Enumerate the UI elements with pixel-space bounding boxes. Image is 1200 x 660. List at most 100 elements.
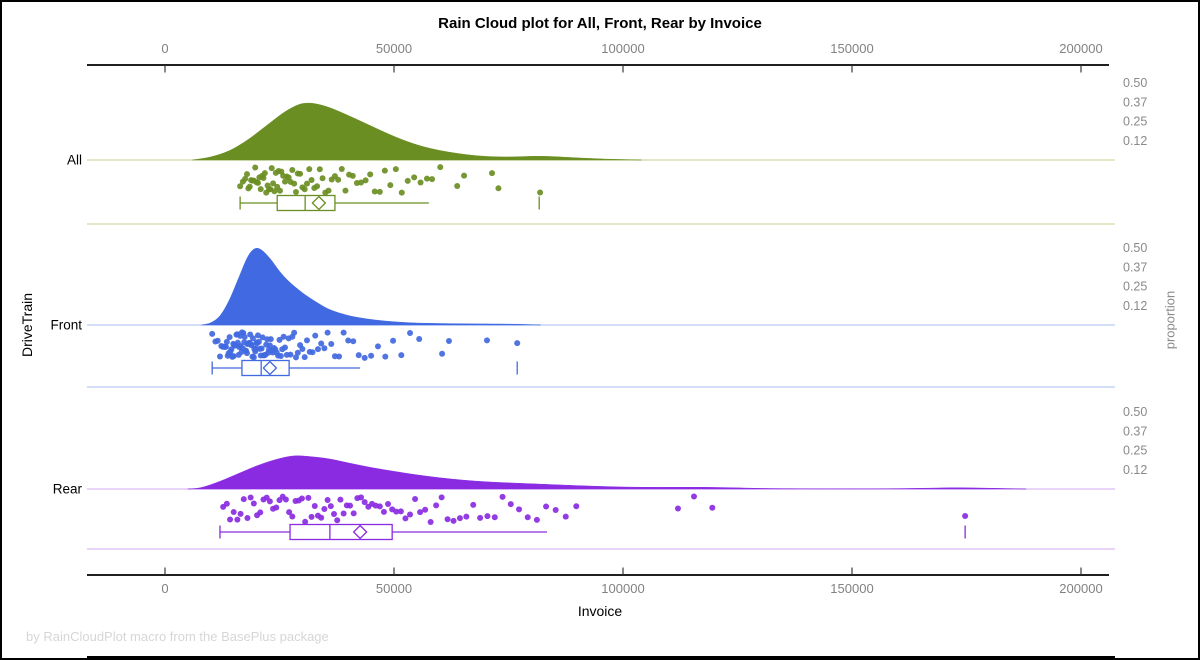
rain-point xyxy=(318,514,325,521)
chart-title: Rain Cloud plot for All, Front, Rear by … xyxy=(438,15,762,32)
rain-point xyxy=(445,337,452,344)
rain-point xyxy=(489,170,496,177)
rain-point xyxy=(321,345,328,352)
rain-point xyxy=(314,183,321,190)
rain-point xyxy=(230,353,237,360)
rain-point xyxy=(537,189,544,196)
rain-point xyxy=(416,335,423,342)
rain-point xyxy=(301,354,308,361)
proportion-tick-label: 0.25 xyxy=(1123,280,1147,294)
rain-point xyxy=(298,495,305,502)
mean-diamond xyxy=(262,360,278,376)
rain-point xyxy=(282,496,289,503)
rain-point xyxy=(477,514,484,521)
rain-point xyxy=(387,182,394,189)
rain-point xyxy=(312,332,319,339)
rain-point xyxy=(380,508,387,515)
rain-point xyxy=(355,352,362,359)
density-front xyxy=(201,247,541,326)
rain-point xyxy=(303,180,310,187)
rain-all xyxy=(237,164,544,196)
rain-point xyxy=(281,178,288,185)
rain-point xyxy=(209,330,216,337)
rain-point xyxy=(252,164,259,171)
rain-point xyxy=(308,176,315,183)
x-tick-label-top: 150000 xyxy=(830,41,873,56)
rain-point xyxy=(271,188,278,195)
rain-point xyxy=(294,349,301,356)
rain-point xyxy=(291,180,298,187)
rain-point xyxy=(374,343,381,350)
rain-point xyxy=(439,350,446,357)
rain-point xyxy=(266,498,273,505)
rain-point xyxy=(334,517,341,524)
rain-point xyxy=(368,352,375,359)
rain-point xyxy=(483,337,490,344)
box xyxy=(289,523,393,541)
rain-point xyxy=(417,509,424,516)
rain-point xyxy=(254,179,261,186)
box xyxy=(241,359,290,377)
rain-point xyxy=(242,175,249,182)
rain-point xyxy=(347,502,354,509)
rain-point xyxy=(222,343,229,350)
rain-point xyxy=(371,188,378,195)
rain-point xyxy=(291,329,298,336)
rain-point xyxy=(552,506,559,513)
boxplot-all xyxy=(239,194,540,212)
rain-point xyxy=(427,518,434,525)
rain-point xyxy=(244,514,251,521)
rain-point xyxy=(444,516,451,523)
rain-point xyxy=(358,494,365,501)
rain-point xyxy=(562,513,569,520)
rain-point xyxy=(331,511,338,518)
rain-point xyxy=(514,340,521,347)
rain-point xyxy=(250,500,257,507)
proportion-tick-label: 0.25 xyxy=(1123,444,1147,458)
rain-point xyxy=(340,510,347,517)
rain-point xyxy=(328,341,335,348)
rain-point xyxy=(674,505,681,512)
rain-point xyxy=(214,337,221,344)
category-label-front: Front xyxy=(50,318,82,333)
rain-point xyxy=(247,494,254,501)
rain-point xyxy=(463,513,470,520)
rain-point xyxy=(292,354,299,361)
rain-point xyxy=(230,509,237,516)
rain-point xyxy=(461,172,468,179)
rain-point xyxy=(227,516,234,523)
rain-point xyxy=(350,510,357,517)
x-tick-label-bottom: 200000 xyxy=(1059,581,1102,596)
rain-front xyxy=(209,329,521,361)
rain-point xyxy=(491,514,498,521)
rain-point xyxy=(249,335,256,342)
category-label-all: All xyxy=(67,153,82,168)
rain-point xyxy=(397,508,404,515)
rain-point xyxy=(299,346,306,353)
x-tick-label-bottom: 100000 xyxy=(601,581,644,596)
x-tick-label-top: 0 xyxy=(161,41,168,56)
rain-point xyxy=(250,354,257,361)
rain-point xyxy=(223,338,230,345)
rain-point xyxy=(376,188,383,195)
rain-point xyxy=(533,516,540,523)
boxplot-front xyxy=(211,359,518,377)
rain-point xyxy=(709,504,716,511)
rain-point xyxy=(345,337,352,344)
rain-point xyxy=(393,508,400,515)
rain-point xyxy=(302,518,309,525)
rain-point xyxy=(246,183,253,190)
attribution-footer: by RainCloudPlot macro from the BasePlus… xyxy=(26,629,329,644)
rain-point xyxy=(309,349,316,356)
rain-point xyxy=(398,189,405,196)
category-label-rear: Rear xyxy=(53,482,83,497)
rain-point xyxy=(301,186,308,193)
rain-point xyxy=(381,167,388,174)
rain-point xyxy=(337,496,344,503)
rain-point xyxy=(297,170,304,177)
rain-point xyxy=(306,166,313,173)
proportion-tick-label: 0.37 xyxy=(1123,424,1147,438)
rain-point xyxy=(276,336,283,343)
proportion-tick-label: 0.50 xyxy=(1123,76,1147,90)
